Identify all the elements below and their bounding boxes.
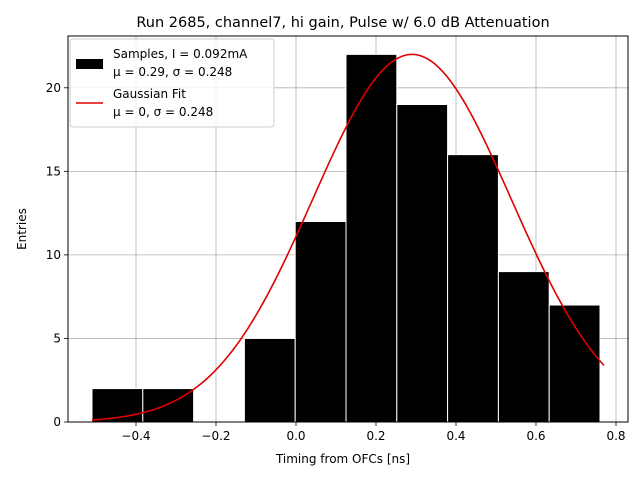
histogram-bar <box>447 154 499 423</box>
histogram-bar <box>294 220 347 423</box>
histogram-bars <box>91 53 601 423</box>
legend-box <box>69 38 275 128</box>
legend-fit-line1: Gaussian Fit <box>113 87 186 101</box>
gaussian-fit <box>91 53 605 421</box>
y-axis-ticks: 0 5 10 15 20 <box>46 81 68 429</box>
histogram-bar <box>548 304 601 423</box>
legend-samples-line1: Samples, I = 0.092mA <box>113 47 248 61</box>
histogram-bar <box>243 337 296 423</box>
histogram-bar <box>91 388 144 423</box>
legend: Samples, I = 0.092mA μ = 0.29, σ = 0.248… <box>69 38 275 128</box>
gaussian-fit-curve <box>91 53 605 421</box>
y-tick-label: 10 <box>46 248 61 262</box>
x-tick-label: 0.6 <box>526 429 545 443</box>
histogram-bar <box>497 271 550 423</box>
x-tick-label: −0.2 <box>201 429 230 443</box>
y-tick-label: 15 <box>46 164 61 178</box>
x-tick-label: 0.2 <box>366 429 385 443</box>
x-axis-label: Timing from OFCs [ns] <box>275 452 410 466</box>
x-tick-label: −0.4 <box>121 429 150 443</box>
y-axis-label: Entries <box>15 208 29 250</box>
legend-samples-line2: μ = 0.29, σ = 0.248 <box>113 65 232 79</box>
plot-frame <box>67 35 629 423</box>
x-tick-label: 0.4 <box>446 429 465 443</box>
histogram-bar <box>396 104 449 423</box>
y-tick-label: 5 <box>53 331 61 345</box>
x-tick-label: 0.8 <box>606 429 625 443</box>
chart-title: Run 2685, channel7, hi gain, Pulse w/ 6.… <box>136 15 549 31</box>
y-tick-label: 0 <box>53 415 61 429</box>
histogram-bar <box>345 53 398 423</box>
legend-fit-line2: μ = 0, σ = 0.248 <box>113 105 213 119</box>
x-axis-ticks: −0.4 −0.2 0.0 0.2 0.4 0.6 0.8 <box>121 422 626 443</box>
x-tick-label: 0.0 <box>286 429 305 443</box>
histogram-bar <box>142 388 195 423</box>
legend-samples-swatch <box>76 59 103 69</box>
y-tick-label: 20 <box>46 81 61 95</box>
